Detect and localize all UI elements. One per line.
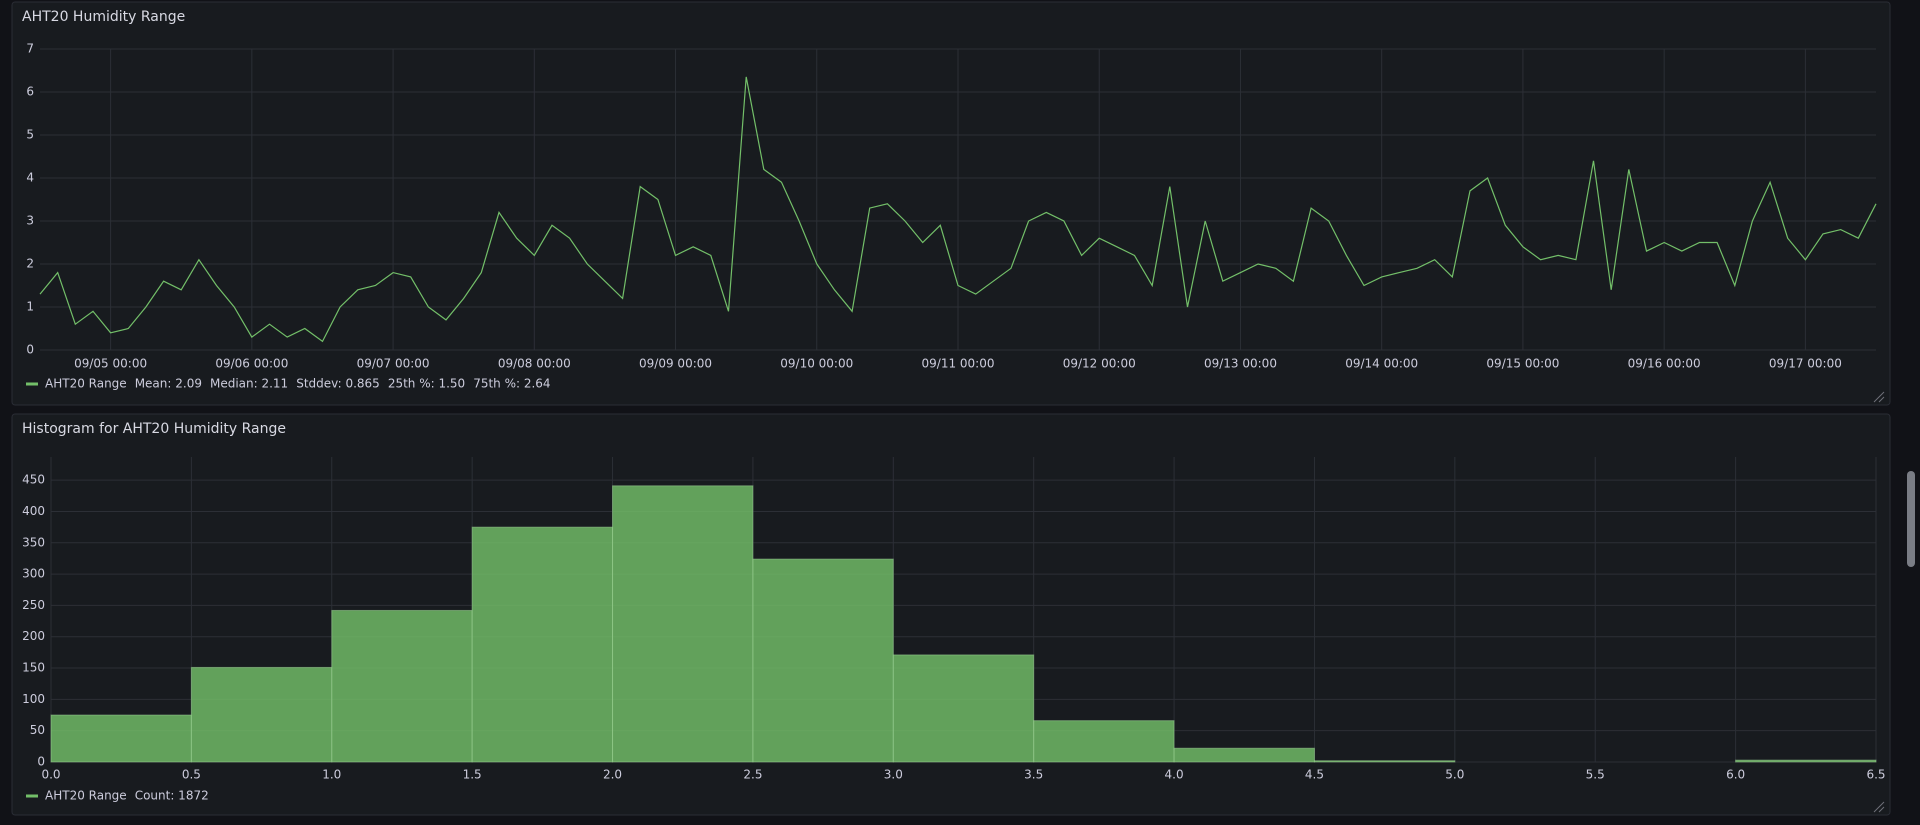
legend-label: AHT20 Range: [45, 377, 127, 391]
y-tick-label: 1: [26, 300, 34, 314]
legend-stat: Stddev: 0.865: [296, 377, 380, 391]
y-tick-label: 5: [26, 128, 34, 142]
x-tick-label: 2.5: [743, 768, 762, 782]
x-tick-label: 09/10 00:00: [780, 357, 853, 371]
y-tick-label: 150: [22, 661, 45, 675]
x-tick-label: 09/14 00:00: [1345, 357, 1418, 371]
x-tick-label: 6.5: [1866, 768, 1885, 782]
y-tick-label: 4: [26, 171, 34, 185]
histogram-bar: [190, 666, 333, 763]
x-tick-label: 09/16 00:00: [1628, 357, 1701, 371]
histogram-bar: [1313, 760, 1456, 763]
x-tick-label: 09/05 00:00: [74, 357, 147, 371]
y-tick-label: 100: [22, 692, 45, 706]
histogram-bar: [752, 558, 894, 763]
x-tick-label: 4.0: [1165, 768, 1184, 782]
x-tick-label: 09/09 00:00: [639, 357, 712, 371]
histogram-bar: [1173, 747, 1315, 763]
histogram-bar: [471, 526, 614, 763]
scrollbar-track: [1905, 0, 1917, 825]
histogram-bar: [892, 654, 1035, 763]
x-tick-label: 5.5: [1586, 768, 1605, 782]
panel-title: AHT20 Humidity Range: [22, 9, 185, 25]
y-tick-label: 50: [30, 723, 45, 737]
y-tick-label: 0: [26, 343, 34, 357]
y-tick-label: 0: [37, 755, 45, 769]
x-tick-label: 6.0: [1726, 768, 1745, 782]
x-tick-label: 0.5: [182, 768, 201, 782]
x-tick-label: 09/08 00:00: [498, 357, 571, 371]
histogram-bar: [50, 714, 192, 763]
x-tick-label: 09/17 00:00: [1769, 357, 1842, 371]
y-tick-label: 300: [22, 567, 45, 581]
y-tick-label: 6: [26, 85, 34, 99]
resize-handle[interactable]: [1873, 801, 1885, 813]
histogram-bar: [612, 485, 754, 763]
legend-label: AHT20 Range: [45, 789, 127, 803]
y-tick-label: 350: [22, 535, 45, 549]
panel: [11, 1, 1891, 406]
resize-handle[interactable]: [1873, 391, 1885, 403]
x-tick-label: 09/06 00:00: [215, 357, 288, 371]
x-tick-label: 09/07 00:00: [357, 357, 430, 371]
x-tick-label: 09/13 00:00: [1204, 357, 1277, 371]
scrollbar-thumb[interactable]: [1907, 471, 1915, 567]
legend-stat: 75th %: 2.64: [473, 377, 550, 391]
y-tick-label: 200: [22, 629, 45, 643]
legend-stat: Mean: 2.09: [135, 377, 202, 391]
x-tick-label: 3.5: [1024, 768, 1043, 782]
panel-title: Histogram for AHT20 Humidity Range: [22, 421, 286, 437]
x-tick-label: 2.0: [603, 768, 622, 782]
y-tick-label: 7: [26, 42, 34, 56]
y-tick-label: 250: [22, 598, 45, 612]
histogram-bar: [331, 609, 473, 763]
x-tick-label: 1.5: [463, 768, 482, 782]
line-series: [39, 76, 1877, 343]
y-tick-label: 450: [22, 473, 45, 487]
y-tick-label: 3: [26, 214, 34, 228]
y-tick-label: 400: [22, 504, 45, 518]
legend-stat: 25th %: 1.50: [388, 377, 465, 391]
x-tick-label: 09/15 00:00: [1486, 357, 1559, 371]
legend-stat: Count: 1872: [135, 789, 209, 803]
histogram-bar: [1033, 720, 1175, 763]
y-tick-label: 2: [26, 257, 34, 271]
x-tick-label: 3.0: [884, 768, 903, 782]
x-tick-label: 1.0: [322, 768, 341, 782]
x-tick-label: 09/11 00:00: [922, 357, 995, 371]
x-tick-label: 4.5: [1305, 768, 1324, 782]
x-tick-label: 5.0: [1445, 768, 1464, 782]
legend-stat: Median: 2.11: [210, 377, 288, 391]
x-tick-label: 09/12 00:00: [1063, 357, 1136, 371]
histogram-bar: [1735, 759, 1877, 763]
x-tick-label: 0.0: [41, 768, 60, 782]
